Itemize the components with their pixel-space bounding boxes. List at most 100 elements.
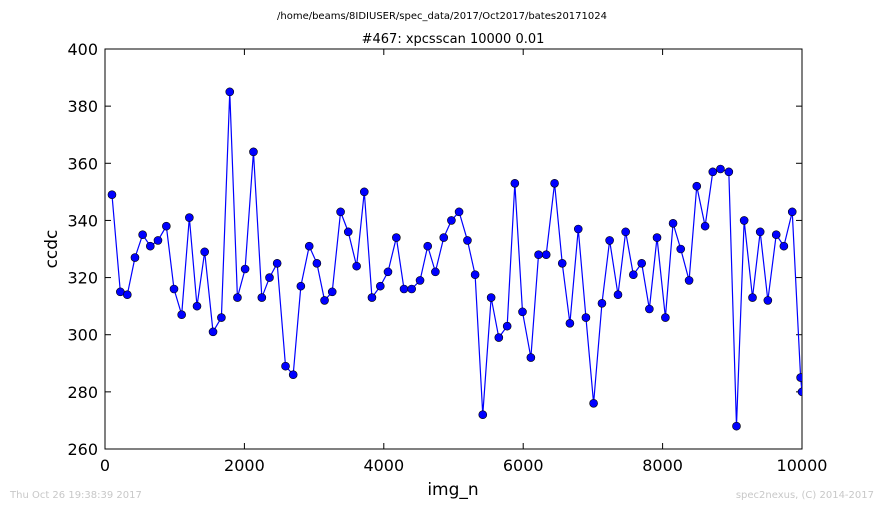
series-line (111, 91, 802, 427)
data-point (534, 250, 543, 260)
data-point (376, 281, 385, 291)
data-point (661, 313, 670, 322)
data-point (169, 284, 179, 294)
data-point (748, 293, 757, 302)
data-point (454, 207, 464, 217)
y-tick-label: 260 (67, 440, 98, 459)
data-point (352, 261, 361, 271)
data-point (240, 264, 250, 274)
data-point (383, 267, 393, 277)
credit: spec2nexus, (C) 2014-2017 (736, 490, 874, 501)
data-point (541, 250, 551, 260)
data-point (557, 258, 567, 268)
x-axis-label: img_n (427, 480, 478, 500)
x-tick-label: 2000 (224, 456, 265, 475)
data-point (486, 293, 496, 302)
data-point (637, 258, 646, 268)
data-point (399, 284, 409, 294)
data-point (708, 167, 718, 177)
data-point (130, 253, 140, 262)
x-tick-label: 0 (100, 456, 110, 475)
data-point (439, 233, 449, 242)
x-tick-label: 6000 (503, 456, 544, 475)
y-tick-label: 320 (67, 269, 98, 288)
data-point (645, 304, 654, 314)
x-axis: 0 2000 4000 6000 8000 10000 (100, 49, 828, 475)
y-tick-label: 280 (67, 383, 98, 402)
data-point (629, 270, 638, 280)
x-tick-label: 10000 (777, 456, 828, 475)
data-point (138, 230, 147, 240)
data-point (107, 190, 117, 200)
data-point (225, 87, 235, 97)
y-tick-label: 400 (67, 40, 98, 59)
data-point (200, 247, 209, 257)
data-point (392, 233, 401, 242)
data-point (652, 233, 662, 242)
file-path: /home/beams/8IDIUSER/spec_data/2017/Oct2… (277, 11, 607, 22)
data-point (787, 207, 797, 217)
data-point (343, 227, 353, 237)
data-point (692, 181, 702, 191)
data-point (367, 293, 377, 302)
data-point (771, 230, 781, 240)
y-axis: 260 280 300 320 340 360 380 400 (67, 40, 802, 459)
y-axis-label: ccdc (42, 230, 62, 269)
data-point (779, 241, 789, 251)
data-point (415, 276, 425, 285)
data-point (281, 361, 290, 371)
data-point (192, 301, 202, 311)
data-point (478, 410, 488, 420)
data-point (763, 296, 773, 305)
data-point (312, 258, 322, 268)
data-point (494, 333, 504, 342)
data-point (526, 353, 536, 362)
timestamp: Thu Oct 26 19:38:39 2017 (9, 490, 142, 501)
data-point (288, 370, 298, 380)
data-point (502, 321, 512, 331)
data-point (146, 241, 155, 251)
data-point (797, 387, 802, 397)
data-point (162, 221, 171, 231)
data-point (304, 241, 314, 251)
data-point (257, 293, 267, 302)
data-point (676, 244, 686, 254)
data-point (217, 313, 226, 322)
data-point (589, 398, 598, 408)
data-point (724, 167, 734, 177)
plot-frame (104, 48, 803, 450)
y-tick-label: 380 (67, 97, 98, 116)
y-tick-label: 340 (67, 211, 98, 230)
y-tick-label: 360 (67, 154, 98, 173)
series-group (107, 87, 802, 431)
data-point (447, 216, 456, 225)
data-point (208, 327, 218, 337)
data-point (518, 307, 527, 317)
data-point (470, 270, 480, 280)
data-point (431, 267, 440, 277)
data-point (423, 241, 433, 251)
data-point (605, 236, 614, 245)
data-point (796, 373, 802, 382)
data-point (613, 290, 623, 300)
data-point (716, 164, 725, 174)
data-point (668, 218, 678, 228)
data-point (597, 298, 607, 308)
data-point (153, 236, 163, 245)
data-point (327, 287, 337, 297)
data-point (407, 284, 416, 294)
x-tick-label: 8000 (642, 456, 683, 475)
data-point (233, 293, 242, 302)
data-point (359, 187, 369, 197)
data-point (296, 281, 306, 291)
data-point (265, 273, 274, 282)
x-tick-label: 4000 (363, 456, 404, 475)
data-point (739, 216, 749, 225)
data-point (510, 178, 520, 188)
data-point (336, 207, 345, 217)
data-point (550, 178, 559, 188)
data-point (565, 318, 575, 328)
plot-area (107, 87, 802, 431)
data-point (621, 227, 630, 237)
